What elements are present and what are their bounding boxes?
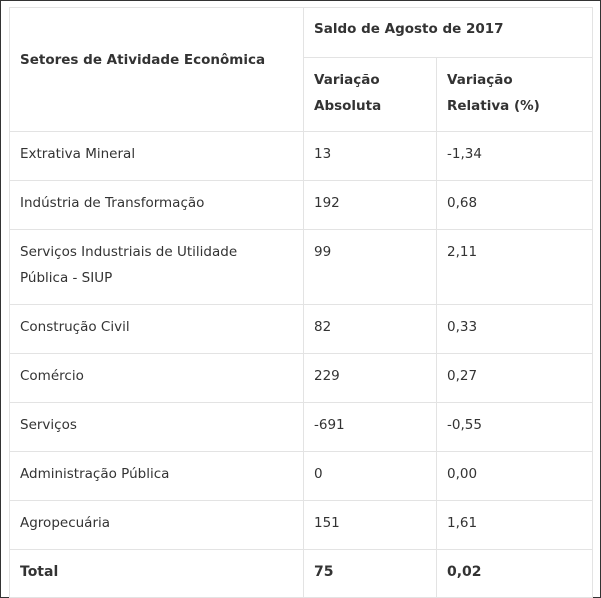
- sector-cell: Indústria de Transformação: [9, 180, 304, 230]
- relative-cell: 0,00: [436, 451, 593, 501]
- subheader-row: Variação Absoluta Variação Relativa (%): [10, 57, 593, 132]
- relative-header-line2: Relativa (%): [447, 98, 540, 114]
- absolute-header-line2: Absoluta: [314, 98, 382, 114]
- relative-header-line1: Variação: [447, 72, 513, 88]
- relative-cell: 1,61: [436, 500, 593, 550]
- sector-cell-line2: Pública - SIUP: [20, 270, 113, 286]
- absolute-header-line1: Variação: [314, 72, 380, 88]
- table-row: Construção Civil 82 0,33: [9, 304, 593, 354]
- sector-cell: Agropecuária: [9, 500, 304, 550]
- sector-cell: Serviços Industriais de Utilidade Públic…: [9, 229, 304, 305]
- relative-cell: 2,11: [436, 229, 593, 305]
- absolute-cell: 229: [303, 353, 437, 403]
- relative-cell: -1,34: [436, 131, 593, 181]
- absolute-cell: 151: [303, 500, 437, 550]
- relative-cell: 0,27: [436, 353, 593, 403]
- table-row: Serviços -691 -0,55: [9, 402, 593, 452]
- table-row: Comércio 229 0,27: [9, 353, 593, 403]
- total-relative: 0,02: [436, 549, 593, 598]
- total-label: Total: [9, 549, 304, 598]
- relative-variation-header: Variação Relativa (%): [436, 57, 593, 132]
- absolute-cell: 192: [303, 180, 437, 230]
- sector-cell: Administração Pública: [9, 451, 304, 501]
- sector-cell: Comércio: [9, 353, 304, 403]
- absolute-cell: 0: [303, 451, 437, 501]
- sector-column-header: Setores de Atividade Econômica: [9, 7, 304, 132]
- table-row: Administração Pública 0 0,00: [9, 451, 593, 501]
- absolute-cell: -691: [303, 402, 437, 452]
- absolute-cell: 13: [303, 131, 437, 181]
- absolute-variation-header: Variação Absoluta: [303, 57, 437, 132]
- sector-cell: Extrativa Mineral: [9, 131, 304, 181]
- table-row: Indústria de Transformação 192 0,68: [9, 180, 593, 230]
- absolute-cell: 99: [303, 229, 437, 305]
- sector-cell-line1: Serviços Industriais de Utilidade: [20, 244, 238, 260]
- sector-cell: Construção Civil: [9, 304, 304, 354]
- total-row: Total 75 0,02: [9, 549, 593, 598]
- table-row: Extrativa Mineral 13 -1,34: [9, 131, 593, 181]
- sector-cell: Serviços: [9, 402, 304, 452]
- table-row: Serviços Industriais de Utilidade Públic…: [9, 229, 593, 305]
- relative-cell: -0,55: [436, 402, 593, 452]
- saldo-group-header: Saldo de Agosto de 2017: [303, 7, 593, 58]
- relative-cell: 0,68: [436, 180, 593, 230]
- total-absolute: 75: [303, 549, 437, 598]
- header-row: Setores de Atividade Econômica Saldo de …: [9, 7, 593, 132]
- absolute-cell: 82: [303, 304, 437, 354]
- relative-cell: 0,33: [436, 304, 593, 354]
- table-row: Agropecuária 151 1,61: [9, 500, 593, 550]
- sector-balance-table: Setores de Atividade Econômica Saldo de …: [9, 7, 593, 598]
